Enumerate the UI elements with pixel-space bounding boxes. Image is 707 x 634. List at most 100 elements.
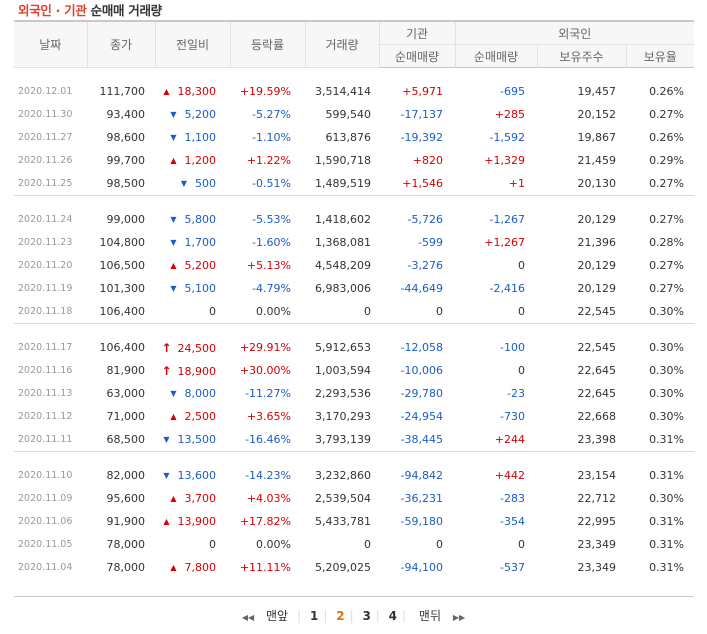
inst-net-cell: -3,276 — [407, 259, 443, 272]
table-header: 날짜 종가 전일비 등락률 거래량 기관 외국인 순매매량 순매매량 보유주수 … — [14, 21, 695, 68]
inst-net-cell: +1,546 — [379, 172, 455, 196]
date-cell: 2020.11.18 — [14, 300, 87, 324]
frgn-hold-cell: 23,154 — [577, 469, 617, 482]
rate-cell: +11.11% — [239, 561, 291, 574]
frgn-net-cell: -730 — [500, 410, 525, 423]
date-cell: 2020.11.04 — [18, 562, 73, 573]
volume-cell: 613,876 — [325, 131, 372, 144]
volume-cell: 5,912,653 — [315, 341, 371, 354]
first-page-link[interactable]: ◀◀ 맨앞 — [234, 607, 296, 624]
up-triangle-icon: ▲ — [163, 87, 170, 96]
close-cell: 99,000 — [106, 213, 146, 226]
table-row: 2020.11.13 63,000 ▼ 8,000 -11.27% 2,293,536 -2… — [14, 382, 694, 405]
date-cell: 2020.11.26 — [18, 155, 73, 166]
date-cell: 2020.11.27 — [18, 132, 73, 143]
frgn-net-cell: -2,416 — [489, 282, 525, 295]
volume-cell: 3,170,293 — [315, 410, 371, 423]
change-value: 0 — [209, 538, 216, 551]
frgn-net-cell: -100 — [500, 341, 525, 354]
col-rate: 등락률 — [229, 21, 305, 68]
page-link-4[interactable]: 4 — [388, 609, 398, 623]
inst-net-cell: -36,231 — [400, 492, 443, 505]
frgn-net-cell: +244 — [455, 428, 537, 452]
rate-cell: -1.60% — [252, 236, 291, 249]
volume-cell: 1,368,081 — [315, 236, 371, 249]
close-cell: 101,300 — [99, 282, 146, 295]
change-cell: ▲ 18,300 — [155, 80, 230, 103]
frgn-hold-cell: 22,995 — [577, 515, 617, 528]
date-cell: 2020.11.06 — [18, 516, 73, 527]
page-link-1[interactable]: 1 — [309, 609, 319, 623]
volume-cell: 4,548,209 — [315, 259, 371, 272]
volume-cell: 599,540 — [325, 108, 372, 121]
frgn-ratio-cell: 0.28% — [649, 236, 685, 249]
change-value: 24,500 — [177, 341, 217, 355]
col-inst-net: 순매매량 — [378, 44, 455, 68]
page-link-2[interactable]: 2 — [336, 609, 345, 623]
col-frgn-hold: 보유주수 — [536, 44, 626, 68]
up-triangle-icon: ▲ — [170, 261, 177, 270]
frgn-ratio-cell: 0.31% — [649, 515, 685, 528]
date-cell: 2020.11.19 — [18, 283, 73, 294]
inst-net-cell: -5,726 — [407, 213, 443, 226]
inst-net-cell: -12,058 — [400, 341, 443, 354]
volume-cell: 3,793,139 — [305, 428, 379, 452]
table-row: 2020.11.30 93,400 ▼ 5,200 -5.27% 599,540 -17,1… — [14, 103, 694, 126]
volume-cell: 6,983,006 — [315, 282, 371, 295]
change-cell: ▼ 5,200 — [155, 103, 230, 126]
inst-net-cell: -29,780 — [400, 387, 443, 400]
change-cell: ▲ 2,500 — [155, 405, 230, 428]
rate-cell: +29.91% — [239, 341, 291, 354]
col-volume: 거래량 — [304, 21, 379, 68]
frgn-ratio-cell: 0.31% — [649, 469, 685, 482]
change-value: 18,300 — [177, 85, 217, 98]
date-cell: 2020.11.16 — [18, 365, 73, 376]
rate-cell: +1.22% — [246, 154, 291, 167]
date-cell: 2020.11.11 — [14, 428, 87, 452]
volume-cell: 5,433,781 — [315, 515, 371, 528]
change-value: 2,500 — [184, 410, 217, 423]
close-cell: 78,000 — [106, 561, 146, 574]
frgn-net-cell: -283 — [500, 492, 525, 505]
change-cell: ▼ 1,700 — [155, 231, 230, 254]
frgn-ratio-cell: 0.26% — [649, 131, 685, 144]
up-triangle-icon: ▲ — [163, 517, 170, 526]
change-value: 1,100 — [184, 131, 217, 144]
close-cell: 78,000 — [106, 538, 146, 551]
volume-cell: 2,539,504 — [315, 492, 371, 505]
table-row: 2020.11.24 99,000 ▼ 5,800 -5.53% 1,418,602 -5,… — [14, 208, 694, 231]
rate-cell: +30.00% — [239, 364, 291, 377]
limit-up-arrow-icon: ↑ — [161, 340, 172, 355]
table-row: 2020.11.27 98,600 ▼ 1,100 -1.10% 613,876 -19,3… — [14, 126, 694, 149]
change-cell: ▼ 5,800 — [155, 208, 230, 231]
down-triangle-icon: ▼ — [170, 110, 177, 119]
rate-cell: +4.03% — [246, 492, 291, 505]
double-right-arrow-icon: ▶▶ — [452, 613, 466, 622]
inst-net-cell: +820 — [412, 154, 443, 167]
volume-cell: 2,293,536 — [315, 387, 371, 400]
last-page-link[interactable]: 맨뒤 ▶▶ — [411, 607, 473, 624]
frgn-net-cell: -354 — [500, 515, 525, 528]
rate-cell: -16.46% — [230, 428, 305, 452]
change-value: 0 — [209, 305, 216, 318]
change-value: 7,800 — [184, 561, 217, 574]
page-link-3[interactable]: 3 — [362, 609, 371, 623]
close-cell: 106,400 — [99, 341, 146, 354]
change-cell: 0 — [155, 533, 230, 556]
date-cell: 2020.11.20 — [18, 260, 73, 271]
frgn-hold-cell: 23,398 — [537, 428, 626, 452]
close-cell: 68,500 — [87, 428, 155, 452]
frgn-hold-cell: 20,129 — [577, 213, 617, 226]
inst-net-cell: 0 — [436, 538, 443, 551]
date-cell: 2020.11.24 — [18, 214, 73, 225]
change-value: 5,800 — [184, 213, 217, 226]
rate-cell: +5.13% — [246, 259, 291, 272]
change-value: 8,000 — [184, 387, 217, 400]
group-spacer — [14, 68, 694, 81]
frgn-ratio-cell: 0.30% — [649, 387, 685, 400]
date-cell: 2020.12.01 — [18, 86, 73, 97]
date-cell: 2020.11.30 — [18, 109, 73, 120]
frgn-hold-cell: 22,545 — [577, 341, 617, 354]
close-cell: 106,500 — [99, 259, 146, 272]
